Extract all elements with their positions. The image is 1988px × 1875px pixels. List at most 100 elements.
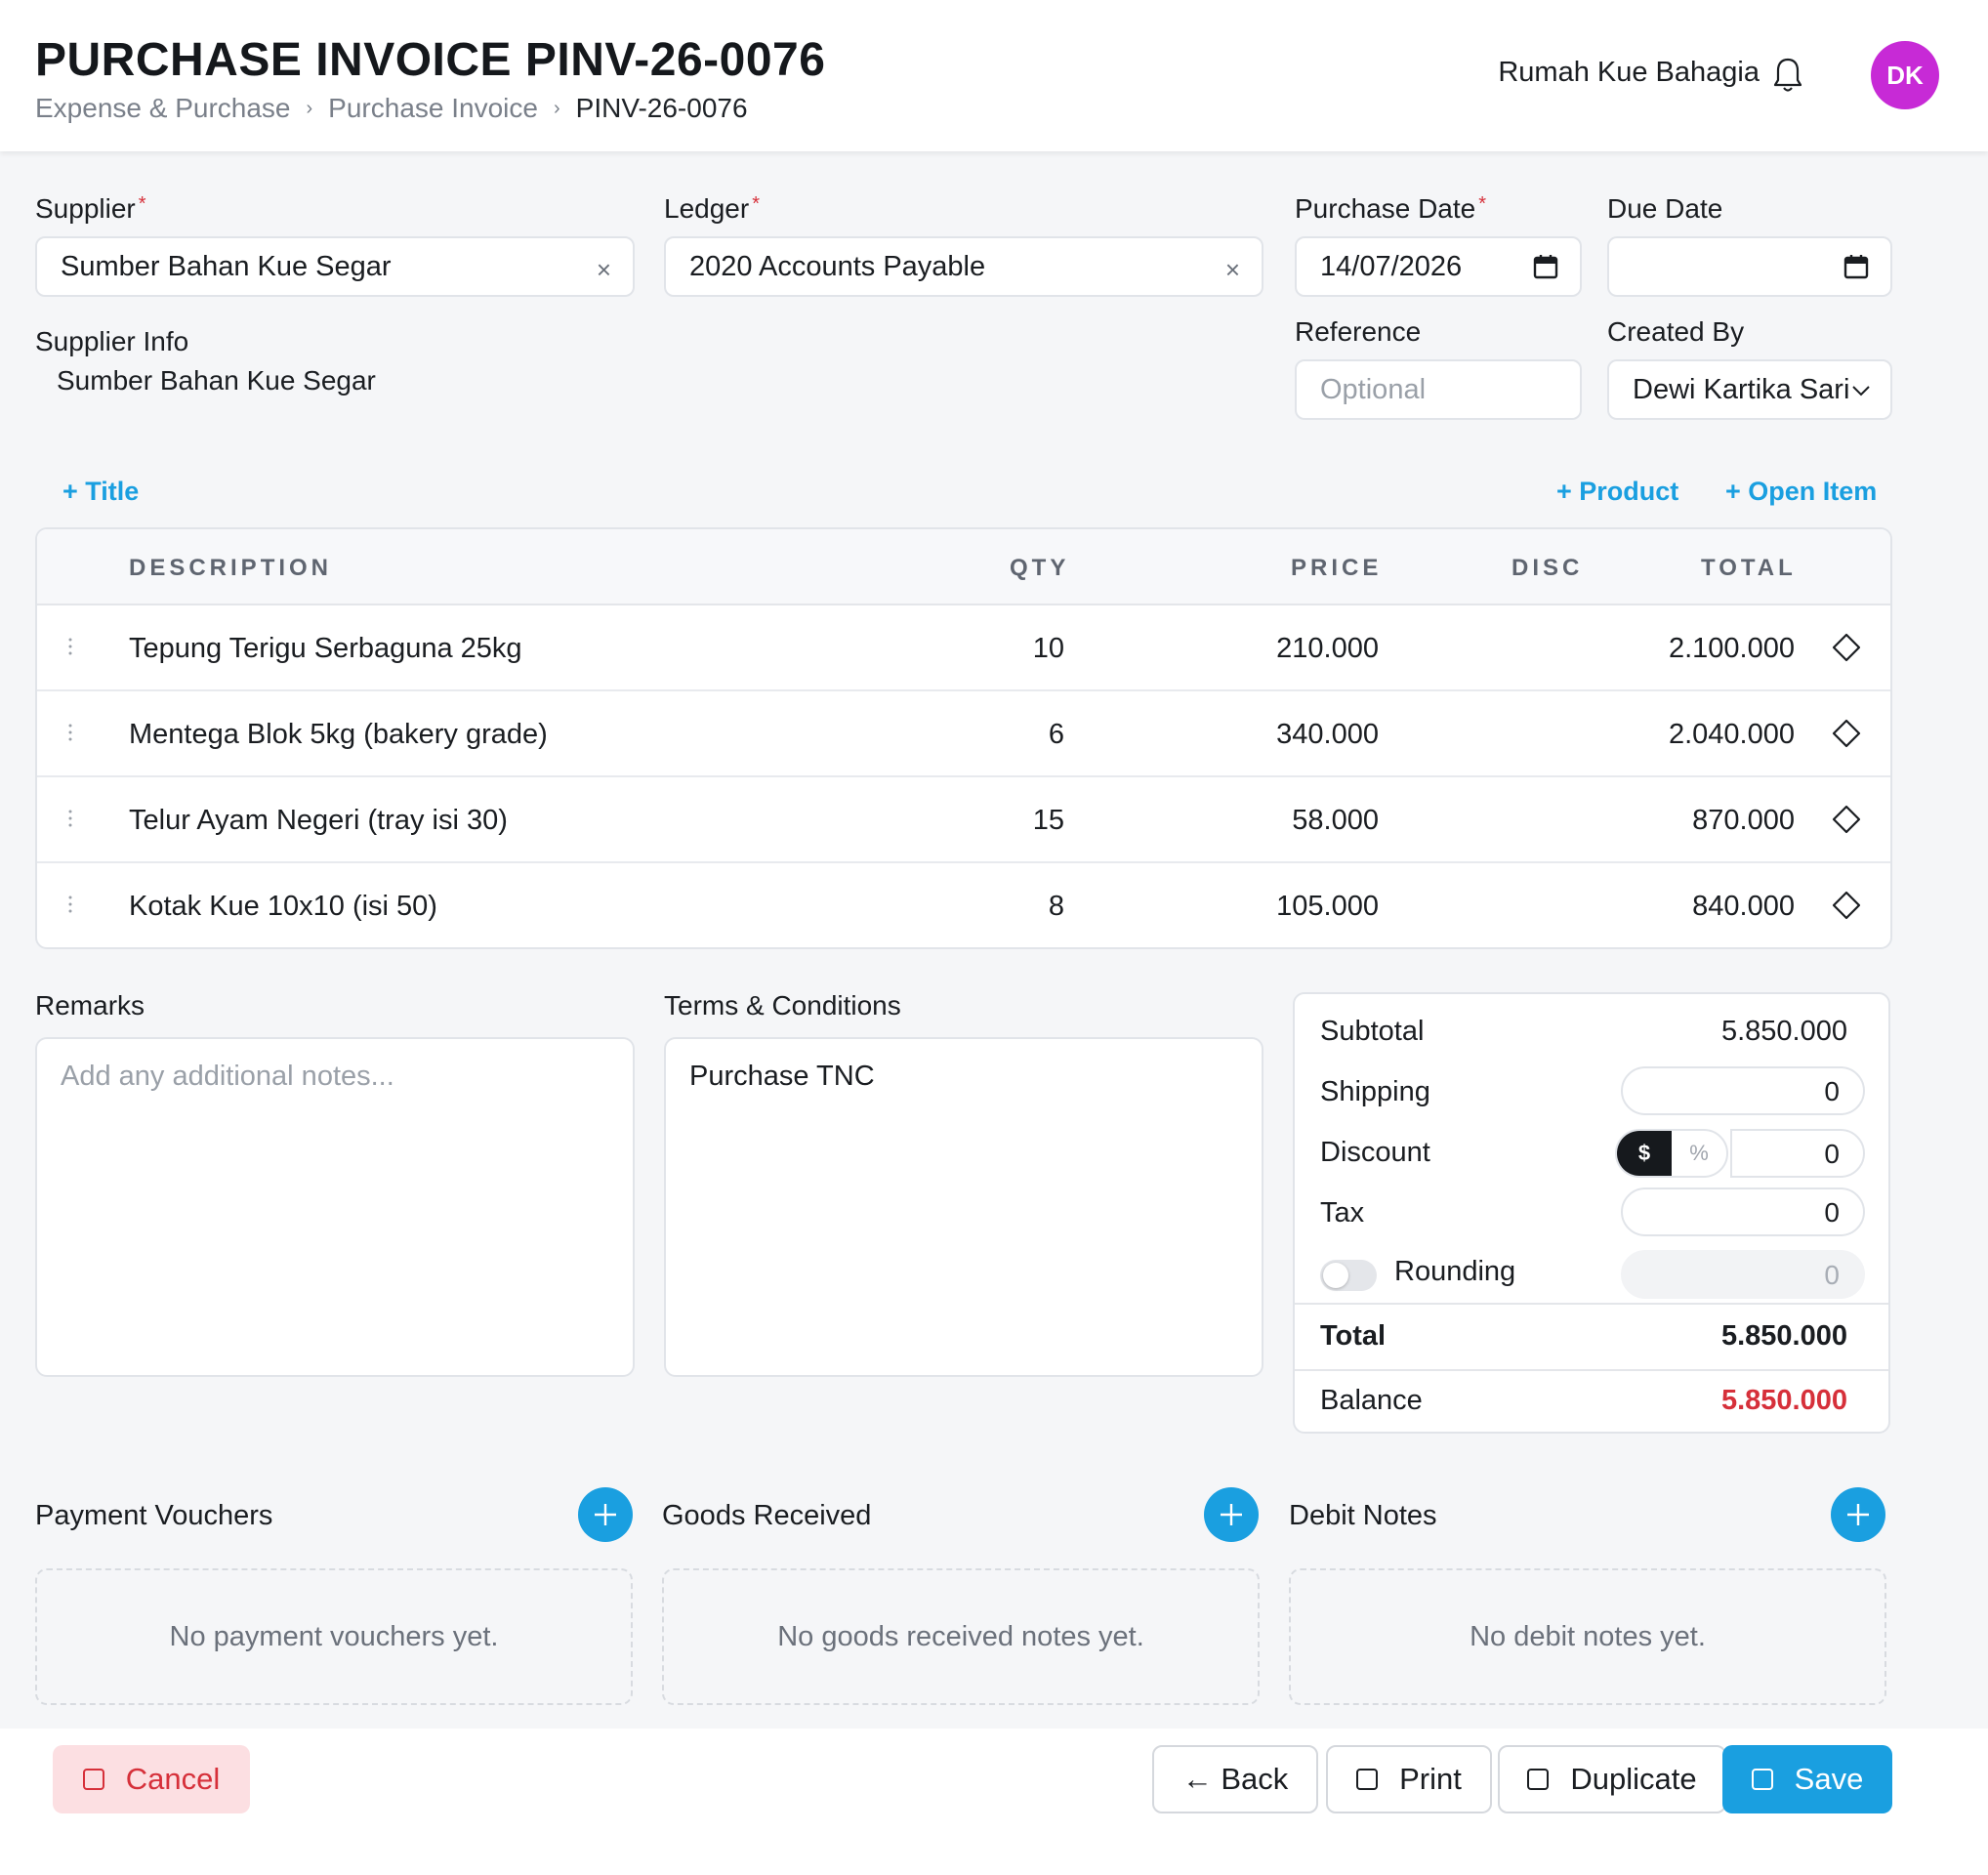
avatar[interactable]: DK [1871, 41, 1939, 109]
shipping-input[interactable]: 0 [1621, 1066, 1865, 1115]
item-total: 870.000 [1692, 805, 1795, 836]
table-row[interactable]: Kotak Kue 10x10 (isi 50) 8 105.000 840.0… [37, 863, 1890, 947]
plus-icon [1221, 1504, 1242, 1525]
discount-mode-percent[interactable]: % [1689, 1141, 1709, 1165]
created-by-select[interactable]: Dewi Kartika Sari [1607, 359, 1892, 420]
breadcrumb-current: PINV-26-0076 [575, 93, 748, 123]
add-title-link[interactable]: + Title [62, 477, 140, 506]
supplier-label: Supplier * [35, 193, 146, 224]
item-price[interactable]: 58.000 [1292, 805, 1379, 836]
discount-input[interactable]: 0 [1730, 1129, 1865, 1178]
terms-value: Purchase TNC [689, 1061, 875, 1092]
item-price[interactable]: 210.000 [1276, 633, 1379, 664]
add-product-link[interactable]: + Product [1556, 477, 1679, 506]
chevron-down-icon [1852, 386, 1870, 396]
table-row[interactable]: Mentega Blok 5kg (bakery grade) 6 340.00… [37, 691, 1890, 777]
supplier-info-value: Sumber Bahan Kue Segar [57, 365, 376, 396]
breadcrumb-separator-icon: › [306, 97, 313, 119]
subtotal-label: Subtotal [1320, 1016, 1425, 1047]
tax-label: Tax [1320, 1197, 1365, 1229]
table-row[interactable]: Telur Ayam Negeri (tray isi 30) 15 58.00… [37, 777, 1890, 863]
item-price[interactable]: 105.000 [1276, 891, 1379, 922]
reference-placeholder: Optional [1320, 373, 1427, 405]
bell-icon[interactable] [1773, 57, 1802, 94]
shipping-label: Shipping [1320, 1076, 1430, 1107]
item-qty[interactable]: 10 [1032, 633, 1064, 664]
back-button[interactable]: ← Back [1152, 1745, 1318, 1813]
column-header-total: TOTAL [1701, 555, 1797, 581]
row-options-icon[interactable] [1832, 891, 1861, 920]
summary-panel: Subtotal 5.850.000 Shipping 0 Discount $… [1293, 992, 1890, 1434]
page-header: PURCHASE INVOICE PINV-26-0076 Expense & … [0, 0, 1988, 151]
cancel-button[interactable]: Cancel [53, 1745, 250, 1813]
discount-mode-toggle[interactable]: $ % [1615, 1129, 1728, 1178]
item-qty[interactable]: 6 [1048, 719, 1064, 750]
add-payment-voucher-button[interactable] [578, 1487, 633, 1542]
supplier-info-label: Supplier Info [35, 326, 189, 356]
row-options-icon[interactable] [1832, 633, 1861, 662]
save-label: Save [1794, 1762, 1864, 1796]
clear-icon[interactable]: × [596, 255, 611, 284]
print-icon [1356, 1769, 1379, 1790]
item-qty[interactable]: 8 [1048, 891, 1064, 922]
supplier-select[interactable]: Sumber Bahan Kue Segar × [35, 236, 635, 297]
reference-input[interactable]: Optional [1295, 359, 1582, 420]
ledger-select[interactable]: 2020 Accounts Payable × [664, 236, 1263, 297]
item-description[interactable]: Telur Ayam Negeri (tray isi 30) [129, 805, 508, 836]
subtotal-value: 5.850.000 [1720, 1016, 1847, 1047]
terms-textarea[interactable]: Purchase TNC [664, 1037, 1263, 1377]
calendar-icon[interactable] [1533, 254, 1558, 279]
remarks-label: Remarks [35, 990, 145, 1021]
discount-mode-amount[interactable]: $ [1617, 1131, 1672, 1176]
rounding-label: Rounding [1394, 1256, 1516, 1287]
plus-icon [595, 1504, 616, 1525]
rounding-toggle[interactable] [1320, 1260, 1377, 1291]
created-by-label: Created By [1607, 316, 1745, 347]
item-qty[interactable]: 15 [1032, 805, 1064, 836]
remarks-textarea[interactable]: Add any additional notes... [35, 1037, 635, 1377]
purchase-date-input[interactable]: 14/07/2026 [1295, 236, 1582, 297]
toggle-knob [1323, 1263, 1348, 1288]
item-price[interactable]: 340.000 [1276, 719, 1379, 750]
row-options-icon[interactable] [1832, 719, 1861, 748]
summary-divider [1295, 1369, 1888, 1371]
due-date-input[interactable] [1607, 236, 1892, 297]
balance-label: Balance [1320, 1385, 1423, 1416]
rounding-input: 0 [1621, 1250, 1865, 1299]
cancel-icon [82, 1769, 104, 1790]
goods-received-title: Goods Received [662, 1500, 872, 1531]
duplicate-icon [1527, 1769, 1550, 1790]
clear-icon[interactable]: × [1224, 255, 1240, 284]
balance-value: 5.850.000 [1720, 1385, 1847, 1416]
save-button[interactable]: Save [1722, 1745, 1892, 1813]
breadcrumb-separator-icon: › [553, 97, 560, 119]
calendar-icon[interactable] [1843, 254, 1869, 279]
breadcrumb: Expense & Purchase › Purchase Invoice › … [35, 93, 748, 124]
table-row[interactable]: Tepung Terigu Serbaguna 25kg 10 210.000 … [37, 605, 1890, 691]
discount-label: Discount [1320, 1137, 1430, 1168]
tax-input[interactable]: 0 [1621, 1188, 1865, 1236]
item-description[interactable]: Mentega Blok 5kg (bakery grade) [129, 719, 548, 750]
company-name[interactable]: Rumah Kue Bahagia [1498, 57, 1760, 88]
item-total: 2.100.000 [1668, 633, 1795, 664]
breadcrumb-purchase-invoice[interactable]: Purchase Invoice [328, 93, 538, 123]
drag-handle-icon[interactable] [66, 637, 74, 656]
drag-handle-icon[interactable] [66, 895, 74, 914]
table-header: DESCRIPTION QTY PRICE DISC TOTAL [37, 529, 1890, 605]
item-description[interactable]: Tepung Terigu Serbaguna 25kg [129, 633, 522, 664]
duplicate-button[interactable]: Duplicate [1498, 1745, 1726, 1813]
item-description[interactable]: Kotak Kue 10x10 (isi 50) [129, 891, 437, 922]
cancel-label: Cancel [125, 1762, 221, 1796]
purchase-date-value: 14/07/2026 [1320, 250, 1463, 282]
reference-label: Reference [1295, 316, 1422, 347]
add-open-item-link[interactable]: + Open Item [1725, 477, 1878, 506]
row-options-icon[interactable] [1832, 805, 1861, 834]
remarks-placeholder: Add any additional notes... [61, 1061, 394, 1092]
drag-handle-icon[interactable] [66, 809, 74, 828]
add-goods-received-button[interactable] [1204, 1487, 1259, 1542]
drag-handle-icon[interactable] [66, 723, 74, 742]
breadcrumb-expense-purchase[interactable]: Expense & Purchase [35, 93, 291, 123]
ledger-value: 2020 Accounts Payable [689, 250, 986, 282]
print-button[interactable]: Print [1326, 1745, 1492, 1813]
add-debit-note-button[interactable] [1831, 1487, 1885, 1542]
